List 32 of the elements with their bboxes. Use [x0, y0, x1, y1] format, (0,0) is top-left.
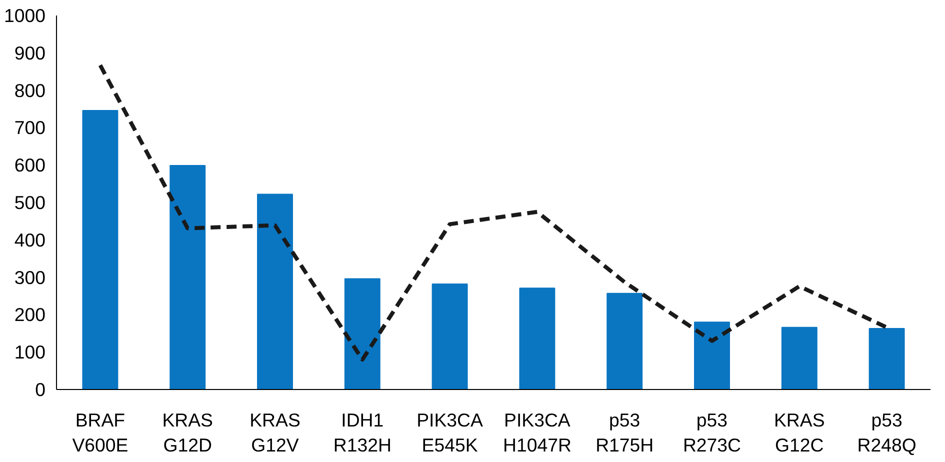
bar — [868, 328, 905, 390]
line-series — [98, 63, 889, 362]
y-tick-label: 0 — [35, 379, 46, 400]
bar — [432, 284, 468, 390]
y-tick-label: 400 — [14, 229, 46, 250]
y-tick-label: 300 — [14, 266, 46, 288]
y-tick-label: 600 — [14, 154, 46, 176]
x-tick-label: PIK3CA E545K — [416, 410, 484, 456]
x-tick-label: KRAS G12V — [250, 410, 300, 456]
bar — [519, 288, 556, 390]
x-tick-label: p53 R175H — [596, 410, 654, 456]
x-tick-label: p53 R248Q — [857, 410, 916, 456]
y-tick-label: 700 — [14, 117, 46, 138]
y-tick-label: 200 — [14, 304, 46, 326]
bar — [781, 326, 818, 390]
bar — [694, 322, 730, 390]
x-tick-label: IDH1 R132H — [333, 410, 392, 456]
x-tick-label: p53 R273C — [682, 410, 742, 456]
y-tick-label: 800 — [14, 80, 46, 101]
x-tick-label: KRAS G12C — [774, 410, 825, 456]
y-tick-label: 1000 — [4, 5, 46, 26]
y-tick-label: 100 — [14, 342, 46, 363]
bar — [257, 194, 293, 390]
bar — [82, 110, 118, 390]
bar — [344, 278, 380, 390]
bar — [606, 292, 643, 390]
y-tick-label: 500 — [14, 192, 46, 213]
x-tick-label: PIK3CA H1047R — [502, 410, 572, 456]
x-tick-label: BRAF V600E — [72, 410, 128, 456]
y-tick-label: 900 — [14, 42, 46, 64]
bar — [170, 164, 206, 390]
x-tick-label: KRAS G12D — [162, 410, 214, 456]
